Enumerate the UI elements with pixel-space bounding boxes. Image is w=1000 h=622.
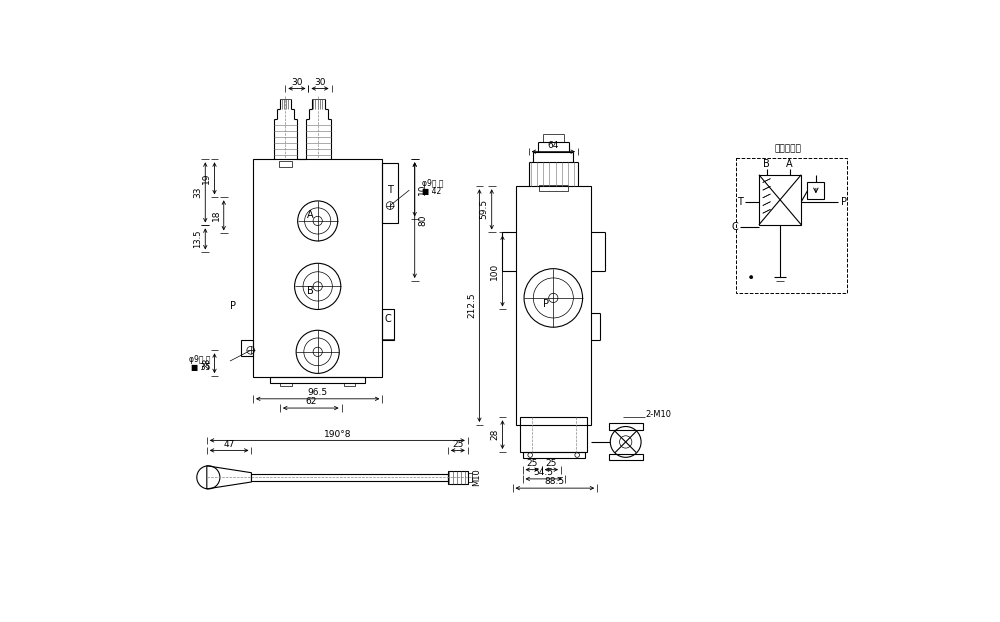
Text: 30: 30 <box>314 78 326 87</box>
Text: 62: 62 <box>305 397 316 406</box>
Text: ■ 35: ■ 35 <box>191 363 211 372</box>
Text: 47: 47 <box>223 440 235 448</box>
Text: C: C <box>384 313 391 323</box>
Text: 100: 100 <box>490 262 499 280</box>
Bar <box>516 187 591 425</box>
Text: B: B <box>763 159 770 169</box>
Bar <box>344 383 355 386</box>
Bar <box>382 310 394 340</box>
Text: φ9通 孔: φ9通 孔 <box>422 180 444 188</box>
Text: 80: 80 <box>418 215 427 226</box>
Text: 33: 33 <box>193 187 202 198</box>
Bar <box>280 383 292 386</box>
Text: 88.5: 88.5 <box>545 478 565 486</box>
Text: 54.5: 54.5 <box>534 468 554 477</box>
Text: 28: 28 <box>490 429 499 440</box>
Text: 25: 25 <box>452 440 464 448</box>
Bar <box>468 473 472 482</box>
Text: 13.5: 13.5 <box>193 230 202 248</box>
Bar <box>609 454 643 460</box>
Bar <box>539 185 568 191</box>
Bar <box>759 175 801 225</box>
Text: ■ 42: ■ 42 <box>422 187 442 196</box>
Text: 28: 28 <box>202 358 211 369</box>
Text: 59.5: 59.5 <box>480 199 489 220</box>
Text: C: C <box>731 222 738 232</box>
Bar <box>520 417 587 452</box>
Text: T: T <box>387 185 393 195</box>
Text: A: A <box>307 210 313 220</box>
Bar <box>251 473 448 481</box>
Text: 液压系统图: 液压系统图 <box>774 144 801 153</box>
Text: 64: 64 <box>548 141 559 150</box>
Text: 2-M10: 2-M10 <box>645 410 671 419</box>
Text: 212.5: 212.5 <box>467 293 476 318</box>
Bar <box>382 163 398 223</box>
Text: φ9通 孔: φ9通 孔 <box>189 355 211 364</box>
Bar <box>807 182 824 200</box>
Text: 19: 19 <box>202 173 211 184</box>
Bar <box>241 340 253 356</box>
Text: P: P <box>230 300 236 310</box>
Bar <box>448 471 468 483</box>
Bar <box>523 452 585 458</box>
Text: 25: 25 <box>526 459 538 468</box>
Text: 96.5: 96.5 <box>308 388 328 397</box>
Bar <box>279 161 292 167</box>
Text: P: P <box>841 197 847 207</box>
Bar <box>270 378 365 383</box>
Text: 190°8: 190°8 <box>324 430 351 439</box>
Text: 25: 25 <box>546 459 557 468</box>
Text: 18: 18 <box>212 210 221 221</box>
Text: B: B <box>307 286 313 296</box>
Text: P: P <box>543 299 549 309</box>
Text: M10: M10 <box>473 468 482 486</box>
Circle shape <box>750 276 753 279</box>
Bar <box>609 424 643 430</box>
Bar <box>253 159 382 378</box>
Text: A: A <box>786 159 793 169</box>
Text: 10: 10 <box>418 183 427 195</box>
Text: T: T <box>737 197 743 207</box>
Text: 30: 30 <box>291 78 303 87</box>
Bar <box>736 158 847 292</box>
